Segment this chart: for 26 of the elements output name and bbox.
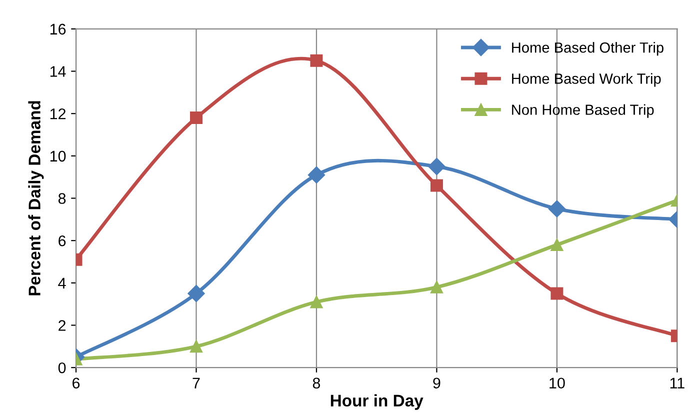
x-tick-label: 10: [550, 378, 565, 389]
y-tick-label: 8: [58, 193, 66, 204]
y-tick-label: 4: [58, 278, 66, 288]
x-tick-label: 7: [192, 378, 200, 388]
x-tick-label: 6: [72, 378, 80, 389]
y-axis-title: Percent of Daily Demand: [28, 101, 44, 296]
point: [430, 179, 443, 192]
y-tick-label: 12: [50, 108, 66, 120]
y-tick-label: 0: [58, 362, 66, 374]
y-tick-label: 16: [50, 24, 66, 35]
x-tick-label: 11: [670, 378, 684, 388]
x-axis-title: Hour in Day: [330, 394, 424, 410]
x-tick-label: 8: [312, 378, 320, 389]
point: [430, 280, 443, 294]
point: [310, 296, 323, 308]
legend-label: Non Home Based Trip: [512, 104, 654, 118]
y-tick-label: 6: [58, 235, 66, 246]
legend-label: Home Based Other Trip: [512, 42, 664, 56]
point: [310, 54, 323, 67]
y-tick-label: 14: [50, 66, 66, 77]
point: [428, 158, 446, 176]
y-tick-label: 2: [58, 320, 66, 331]
y-tick-label: 10: [50, 150, 66, 162]
point: [308, 166, 326, 184]
x-tick-label: 9: [433, 378, 440, 389]
legend-label: Home Based Work Trip: [512, 73, 661, 87]
